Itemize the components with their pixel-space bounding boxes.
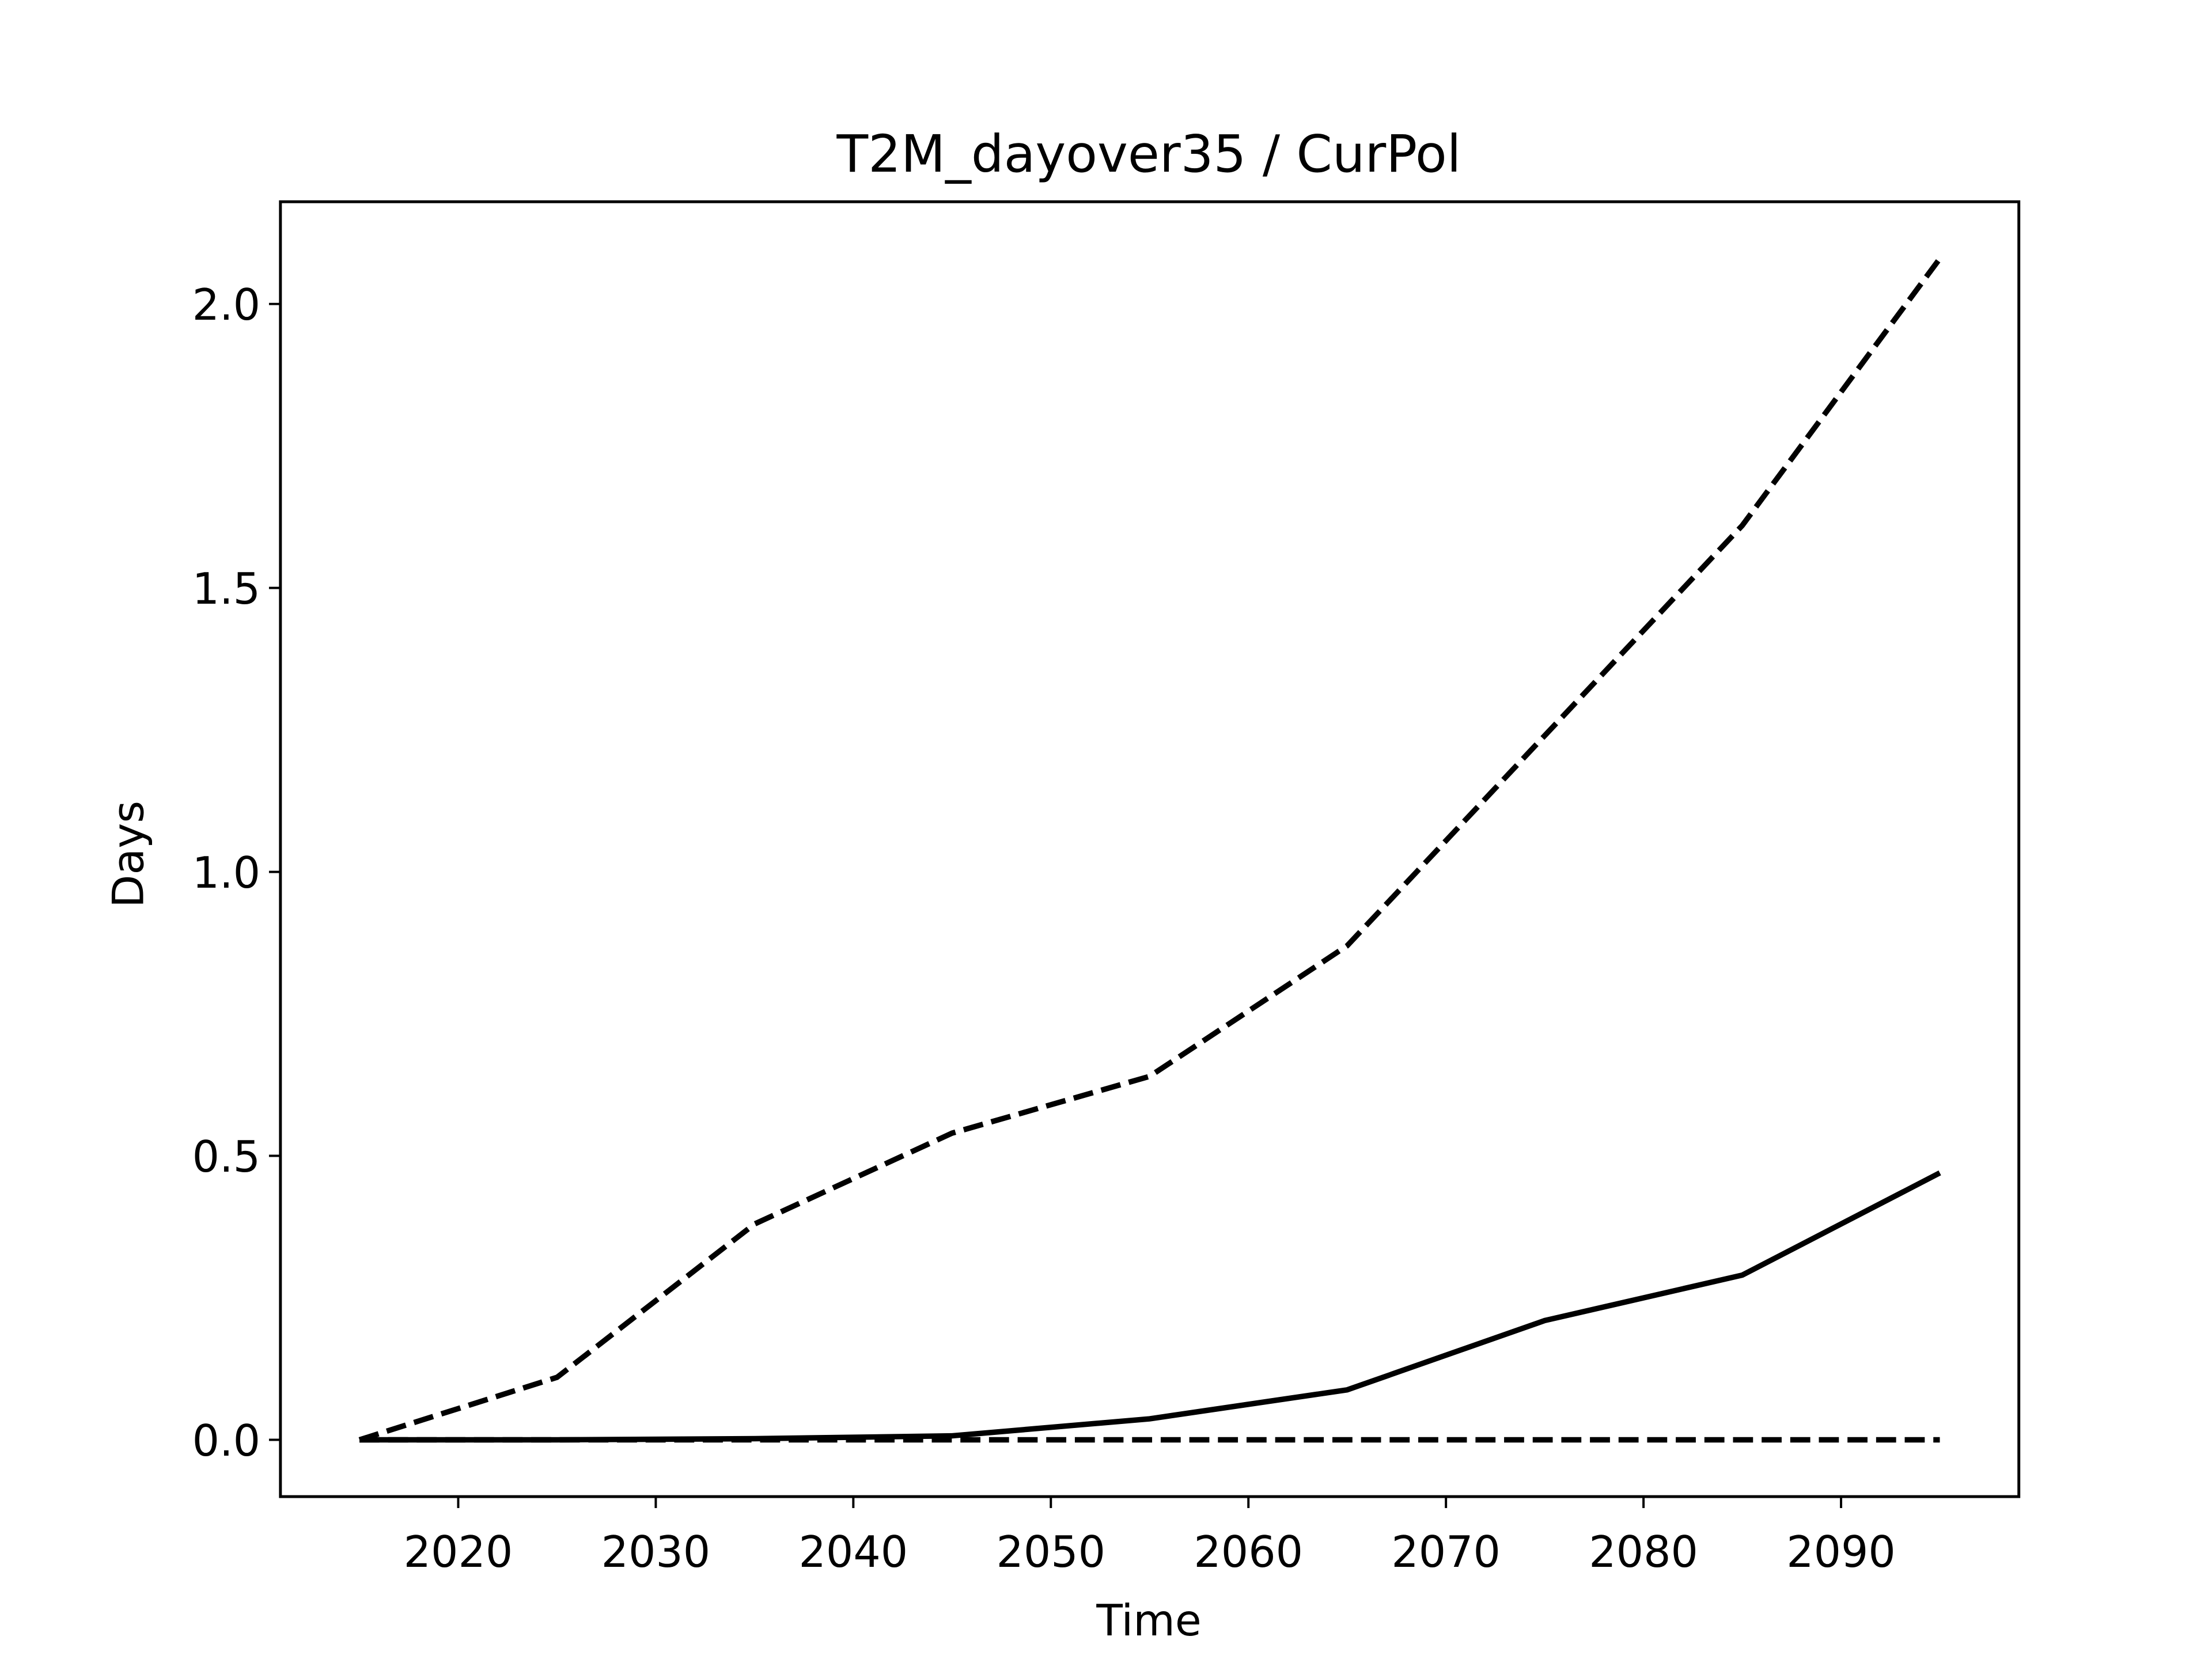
chart-title: T2M_dayover35 / CurPol — [836, 124, 1461, 184]
x-tick-label: 2090 — [1786, 1527, 1896, 1577]
x-axis-label: Time — [1096, 1596, 1201, 1646]
x-tick-label: 2050 — [996, 1527, 1105, 1577]
x-tick-label: 2070 — [1391, 1527, 1501, 1577]
y-tick-label: 0.0 — [192, 1416, 260, 1466]
x-tick-label: 2020 — [404, 1527, 513, 1577]
x-tick-label: 2030 — [601, 1527, 711, 1577]
y-tick-label: 2.0 — [192, 280, 260, 330]
x-tick-label: 2060 — [1194, 1527, 1303, 1577]
y-axis-label: Days — [103, 801, 153, 908]
plot-frame — [279, 200, 2021, 1498]
line-series — [358, 257, 1942, 1443]
x-tick-label: 2080 — [1589, 1527, 1698, 1577]
y-tick-label: 0.5 — [192, 1132, 260, 1182]
y-tick-label: 1.0 — [192, 848, 260, 898]
y-tick-label: 1.5 — [192, 564, 260, 614]
x-tick-label: 2040 — [799, 1527, 908, 1577]
